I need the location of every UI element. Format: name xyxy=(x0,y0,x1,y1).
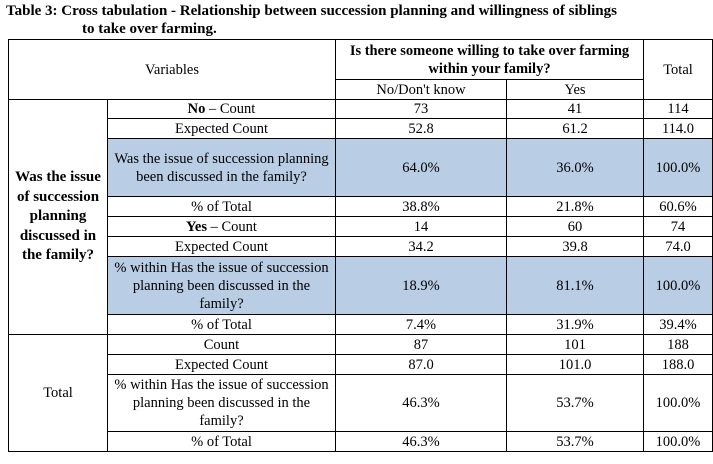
table-row: Expected Count 34.2 39.8 74.0 xyxy=(9,236,713,257)
row-label: % within Has the issue of succession pla… xyxy=(107,374,336,432)
row-label: No – Count xyxy=(107,99,336,119)
cell-yes: 31.9% xyxy=(506,314,644,335)
table-row: Was the issue of succession planning bee… xyxy=(8,138,713,197)
row-label: % within Has the issue of succession pla… xyxy=(107,256,336,315)
cell-total: 188.0 xyxy=(643,354,713,375)
cell-total: 74 xyxy=(643,216,713,237)
table-row: % of Total 46.3% 53.7% 100.0% xyxy=(9,431,713,452)
cell-no: 14 xyxy=(335,216,507,237)
cell-no: 87.0 xyxy=(335,354,507,375)
table-row: Yes – Count 14 60 74 xyxy=(9,216,713,237)
cell-no: 7.4% xyxy=(335,314,507,335)
cell-no: 73 xyxy=(335,99,507,119)
cell-total: 39.4% xyxy=(643,314,713,335)
header-question: Is there someone willing to take over fa… xyxy=(335,39,644,80)
cell-no: 18.9% xyxy=(335,256,507,315)
row-label: Expected Count xyxy=(107,236,336,257)
row-label-bold: Yes xyxy=(186,218,207,235)
cell-no: 64.0% xyxy=(335,138,507,197)
cell-total: 74.0 xyxy=(643,236,713,257)
table-row: % within Has the issue of succession pla… xyxy=(9,256,713,315)
cell-yes: 53.7% xyxy=(506,374,644,432)
group1-label: Was the issue of succession planning dis… xyxy=(8,99,108,335)
group2-label: Total xyxy=(8,334,108,452)
cell-yes: 61.2 xyxy=(506,118,644,139)
cell-no: 46.3% xyxy=(335,431,507,452)
row-label-rest: – Count xyxy=(207,218,257,235)
cell-total: 100.0% xyxy=(643,374,713,432)
table-row: Was the issue of succession planning dis… xyxy=(8,99,713,335)
cell-yes: 81.1% xyxy=(506,256,644,315)
cell-no: 52.8 xyxy=(335,118,507,139)
cell-yes: 36.0% xyxy=(506,138,644,197)
caption-text-line1: Cross tabulation - Relationship between … xyxy=(61,3,617,19)
table-caption: Table 3: Cross tabulation - Relationship… xyxy=(6,2,706,38)
caption-text-line2: to take over farming. xyxy=(82,21,217,37)
cell-yes: 101.0 xyxy=(506,354,644,375)
row-label: % of Total xyxy=(107,431,336,452)
cell-yes: 60 xyxy=(506,216,644,237)
cell-total: 114.0 xyxy=(643,118,713,139)
table-row: Expected Count 52.8 61.2 114.0 xyxy=(9,118,713,139)
cell-yes: 41 xyxy=(506,99,644,119)
cell-total: 114 xyxy=(643,99,713,119)
table-row: % of Total 38.8% 21.8% 60.6% xyxy=(9,196,713,217)
table-row: Total Count 87 101 188 xyxy=(8,334,713,452)
row-label: Expected Count xyxy=(107,354,336,375)
cell-no: 87 xyxy=(335,334,507,355)
row-label: Was the issue of succession planning bee… xyxy=(107,138,336,197)
row-label-rest: – Count xyxy=(205,101,256,117)
row-label-bold: No xyxy=(187,101,206,117)
cell-no: 46.3% xyxy=(335,374,507,432)
cell-total: 100.0% xyxy=(643,138,713,197)
table-row: % within Has the issue of succession pla… xyxy=(9,374,713,432)
row-label: Expected Count xyxy=(107,118,336,139)
header-total: Total xyxy=(643,39,713,100)
cell-no: 34.2 xyxy=(335,236,507,257)
row-label: Yes – Count xyxy=(107,216,336,237)
row-label: % of Total xyxy=(107,196,336,217)
header-variables: Variables xyxy=(8,39,336,100)
cell-yes: 39.8 xyxy=(506,236,644,257)
caption-label: Table 3: xyxy=(6,3,58,19)
table-row: % of Total 7.4% 31.9% 39.4% xyxy=(9,314,713,335)
row-label: Count xyxy=(107,334,336,355)
header-col-no: No/Don't know xyxy=(335,79,507,100)
row-label: % of Total xyxy=(107,314,336,335)
cell-total: 100.0% xyxy=(643,431,713,452)
cell-yes: 101 xyxy=(506,334,644,355)
cell-no: 38.8% xyxy=(335,196,507,217)
cell-total: 60.6% xyxy=(643,196,713,217)
table-row: Expected Count 87.0 101.0 188.0 xyxy=(9,354,713,375)
cell-total: 100.0% xyxy=(643,256,713,315)
cell-yes: 21.8% xyxy=(506,196,644,217)
cell-yes: 53.7% xyxy=(506,431,644,452)
cell-total: 188 xyxy=(643,334,713,355)
cross-tabulation-table: Variables Is there someone willing to ta… xyxy=(8,39,713,452)
header-col-yes: Yes xyxy=(506,79,644,100)
